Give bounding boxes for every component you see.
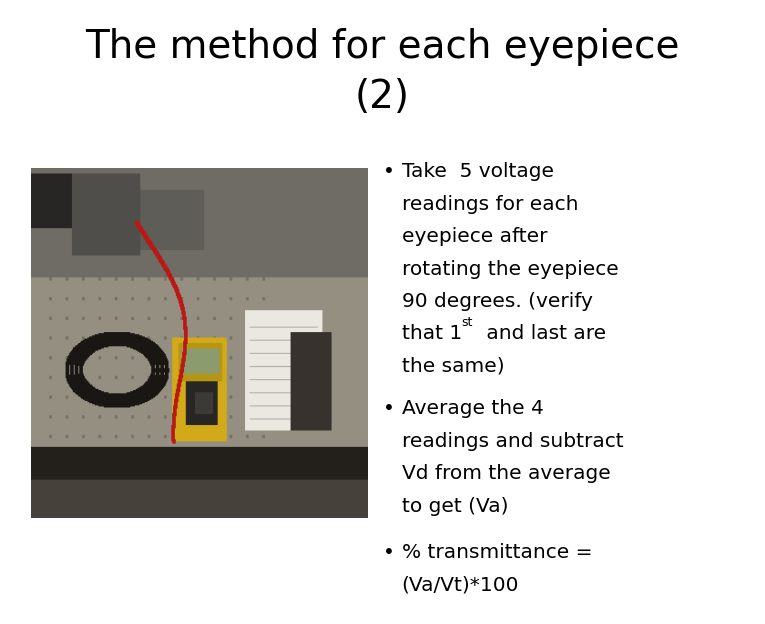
Text: rotating the eyepiece: rotating the eyepiece	[402, 260, 618, 278]
Text: and last are: and last are	[480, 324, 606, 343]
Text: that 1: that 1	[402, 324, 462, 343]
Text: •: •	[382, 162, 395, 181]
Text: 90 degrees. (verify: 90 degrees. (verify	[402, 292, 593, 311]
Text: st: st	[461, 316, 473, 329]
Text: readings and subtract: readings and subtract	[402, 432, 623, 451]
Text: Vd from the average: Vd from the average	[402, 464, 610, 483]
Text: % transmittance =: % transmittance =	[402, 543, 592, 562]
Text: Take  5 voltage: Take 5 voltage	[402, 162, 554, 181]
Text: (Va/Vt)*100: (Va/Vt)*100	[402, 575, 519, 594]
Text: •: •	[382, 399, 395, 418]
Text: (2): (2)	[355, 78, 410, 116]
Text: The method for each eyepiece: The method for each eyepiece	[85, 28, 680, 66]
Text: readings for each: readings for each	[402, 195, 578, 213]
Text: to get (Va): to get (Va)	[402, 497, 508, 515]
Text: Average the 4: Average the 4	[402, 399, 543, 418]
Text: eyepiece after: eyepiece after	[402, 227, 547, 246]
Text: the same): the same)	[402, 357, 504, 376]
Text: •: •	[382, 543, 395, 562]
